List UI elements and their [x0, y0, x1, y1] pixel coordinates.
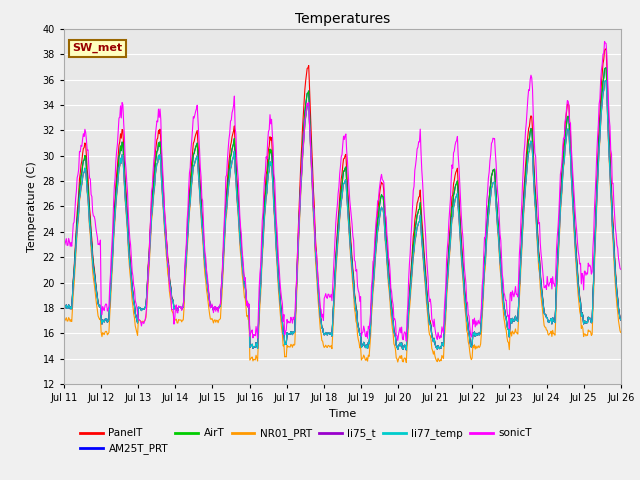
Text: SW_met: SW_met	[72, 43, 122, 53]
Title: Temperatures: Temperatures	[295, 12, 390, 26]
Legend: PanelT, AM25T_PRT, AirT, NR01_PRT, li75_t, li77_temp, sonicT: PanelT, AM25T_PRT, AirT, NR01_PRT, li75_…	[81, 428, 532, 455]
Y-axis label: Temperature (C): Temperature (C)	[27, 161, 37, 252]
X-axis label: Time: Time	[329, 408, 356, 419]
